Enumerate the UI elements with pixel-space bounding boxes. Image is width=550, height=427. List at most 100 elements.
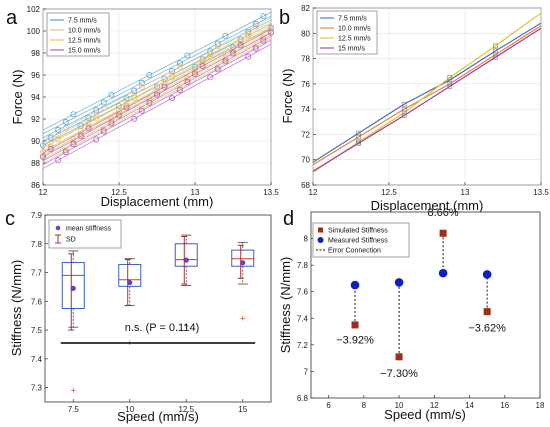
panel-d-ticks: 6.8 7 7.2 7.4 7.6 7.8 8 6 8 10 12 14 16 18 <box>297 235 545 410</box>
panel-a-data-point <box>62 124 69 131</box>
panel-a-data-point <box>214 66 221 73</box>
panel-c-legend: mean stiffness SD <box>48 219 122 249</box>
panel-a-data-point <box>222 32 229 39</box>
measured-stiffness-point <box>438 268 448 278</box>
panel-a-data-point <box>55 126 62 133</box>
panel-label-a: a <box>6 7 18 29</box>
box-outlier: + <box>184 321 189 331</box>
measured-stiffness-point <box>482 270 492 279</box>
panel-d-legend-measured-marker <box>317 237 324 243</box>
panel-a-data-point <box>252 45 259 52</box>
panel-b-ytick-label: 80 <box>301 29 310 38</box>
panel-a-series-line <box>42 26 272 152</box>
box-outlier: + <box>71 385 76 395</box>
panel-b-data-point <box>447 84 453 89</box>
panel-b-legend: 7.5 mm/s 10.0 mm/s 12.5 mm/s 15 mm/s <box>316 10 378 55</box>
panel-a-data-point <box>123 104 130 111</box>
box-iqr <box>118 263 142 287</box>
panel-a-data-point <box>260 37 267 44</box>
panel-a-data-point <box>192 71 198 78</box>
panel-d-xtick-label: 14 <box>465 401 474 410</box>
panel-label-d: d <box>283 208 294 230</box>
panel-a-series-line <box>42 43 272 169</box>
panel-a-data-point <box>100 128 107 135</box>
panel-a-data-point <box>138 84 145 90</box>
panel-a: 86 88 90 92 94 96 98 100 102 12 12.5 13 13.5 7.5 mm/… <box>10 5 279 209</box>
panel-a-series-line <box>42 34 272 160</box>
panel-b-series-line <box>312 25 542 166</box>
panel-d-xtick-label: 16 <box>500 401 509 410</box>
panel-a-series-line <box>42 32 272 158</box>
error-percentage-label: −3.92% <box>336 335 374 347</box>
panel-a-data-point <box>222 58 229 65</box>
panel-a-data-point <box>131 115 138 122</box>
panel-a-series-line <box>42 38 272 164</box>
box-iqr <box>174 243 198 267</box>
panel-a-data-point <box>62 119 69 126</box>
panel-a-data-point <box>62 149 69 156</box>
panel-a-data-point <box>146 72 153 79</box>
panel-a-data-point <box>207 53 214 60</box>
panel-b-xlabel: Displacement (mm) <box>371 198 484 213</box>
panel-a-data-point <box>138 79 145 86</box>
panel-a-series-line <box>42 22 272 148</box>
panel-b-ytick-label: 70 <box>301 156 310 165</box>
panel-a-data-point <box>199 63 206 70</box>
panel-b-series-line <box>312 12 542 173</box>
panel-c-xtick-label: 7.5 <box>68 405 80 414</box>
panel-a-data-point <box>55 132 62 139</box>
panel-d-ytick-label: 7.6 <box>297 288 309 297</box>
significance-label: n.s. (P = 0.114) <box>125 322 200 334</box>
panel-a-data-point <box>85 125 92 132</box>
panel-a-xtick-label: 12 <box>39 188 48 197</box>
panel-a-series-line <box>42 28 272 154</box>
panel-b-xtick-label: 12 <box>309 188 318 197</box>
box-iqr <box>231 249 255 267</box>
panel-a-data-point <box>169 68 176 74</box>
panel-a-data-point <box>78 133 84 140</box>
panel-d: 6.8 7 7.2 7.4 7.6 7.8 8 6 8 10 12 14 16 18 −3.92% −7.3… <box>278 207 545 422</box>
panel-a-series <box>40 11 274 169</box>
panel-a-data-point <box>268 29 274 36</box>
panel-d-legend: Simulated Stiffness Measured Stiffness Err… <box>312 222 410 258</box>
panel-a-ytick-label: 102 <box>27 5 41 14</box>
panel-a-series-line <box>42 17 272 141</box>
panel-a-data-point <box>55 136 62 143</box>
panel-label-b: b <box>279 7 290 29</box>
panel-a-ylabel: Force (N) <box>10 70 25 125</box>
panel-d-ylabel: Stiffness (N/mm) <box>278 257 293 354</box>
panel-b-grid <box>312 7 542 186</box>
panel-c-ytick-label: 7.9 <box>31 211 43 220</box>
panel-d-xtick-label: 6 <box>326 401 331 410</box>
panel-a-ticks: 86 88 90 92 94 96 98 100 102 12 12.5 13 13.5 <box>27 5 280 197</box>
panel-d-xtick-label: 10 <box>395 401 404 410</box>
panel-a-series-line <box>42 15 272 135</box>
panel-a-data-point <box>214 43 221 50</box>
panel-a-series-line <box>42 30 272 156</box>
panel-a-ytick-label: 90 <box>31 137 40 146</box>
simulated-stiffness-point <box>483 308 491 316</box>
panel-c-xtick-label: 12.5 <box>178 405 194 414</box>
panel-b-series <box>312 12 542 173</box>
panel-a-legend-label: 12.5 mm/s <box>68 38 101 45</box>
panel-d-ytick-label: 6.8 <box>297 394 309 403</box>
panel-a-data-point <box>93 136 100 143</box>
panel-b-ytick-label: 72 <box>301 130 310 139</box>
mean-stiffness-point <box>183 257 189 263</box>
panel-b-ytick-label: 78 <box>301 55 310 64</box>
panel-a-legend: 7.5 mm/s 10.0 mm/s 12.5 mm/s 15.0 mm/s <box>46 12 110 57</box>
panel-a-data-point <box>123 95 130 102</box>
panel-a-data-point <box>146 99 153 106</box>
panel-a-xtick-label: 13 <box>191 188 200 197</box>
panel-a-data-point <box>230 46 236 53</box>
box-outlier: + <box>240 314 245 324</box>
simulated-stiffness-point <box>395 353 403 361</box>
panel-a-data-point <box>116 112 122 119</box>
panel-a-legend-label: 10.0 mm/s <box>68 28 101 35</box>
panel-b-legend-label: 15 mm/s <box>338 46 365 53</box>
panel-c-legend-label: SD <box>66 237 76 244</box>
panel-b-ytick-label: 68 <box>301 181 310 190</box>
panel-a-data-point <box>237 38 244 45</box>
panel-b-xtick-label: 12.5 <box>381 188 397 197</box>
